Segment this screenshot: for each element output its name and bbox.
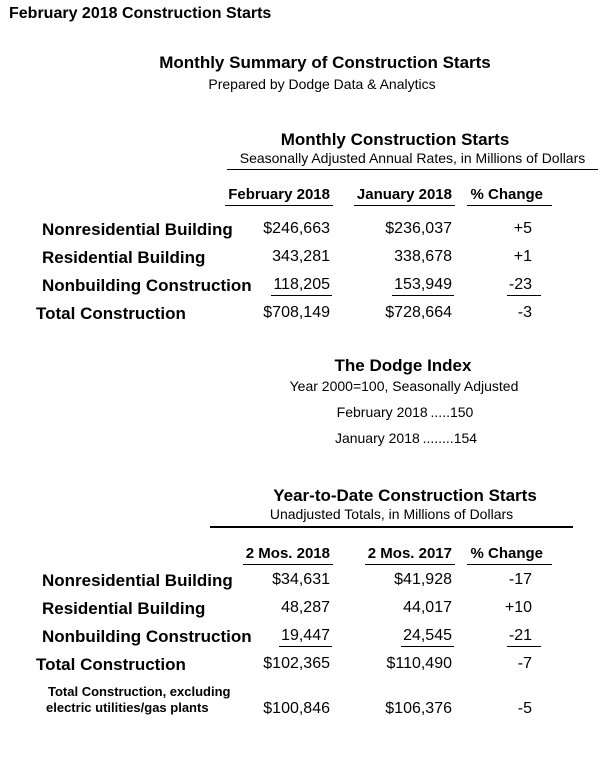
value-change: -3 <box>517 304 532 321</box>
value-change: -23 <box>506 276 541 296</box>
page-title: February 2018 Construction Starts <box>9 5 272 22</box>
dodge-entry-label: February 2018 <box>336 404 428 420</box>
row-label: Nonresidential Building <box>42 571 233 590</box>
value-current: 19,447 <box>279 627 332 647</box>
dodge-entry-value: 154 <box>453 430 478 446</box>
monthly-section-title: Monthly Construction Starts <box>280 130 510 149</box>
value-previous: $236,037 <box>385 220 452 237</box>
row-label: Nonbuilding Construction <box>42 627 252 646</box>
dodge-entry-label: January 2018 <box>334 430 420 446</box>
row-label-line1: Total Construction, excluding <box>48 684 231 699</box>
value-current: $708,149 <box>263 304 330 321</box>
value-current: $34,631 <box>272 571 330 588</box>
dodge-index-entry: February 2018 .....150 <box>337 404 474 420</box>
row-label: Residential Building <box>42 248 206 267</box>
dodge-entry-dots: ..... <box>427 404 450 420</box>
monthly-col-header-change: % Change <box>467 186 552 206</box>
value-previous: 44,017 <box>403 599 452 616</box>
value-change: +1 <box>513 248 532 265</box>
value-current: 343,281 <box>272 248 330 265</box>
ytd-section-title: Year-to-Date Construction Starts <box>273 486 537 505</box>
value-current: $100,846 <box>263 700 330 717</box>
dodge-index-subtitle: Year 2000=100, Seasonally Adjusted <box>289 378 519 394</box>
row-label: Total Construction <box>36 655 186 674</box>
dodge-index-entry: January 2018 ........154 <box>335 430 477 446</box>
ytd-section-subtitle: Unadjusted Totals, in Millions of Dollar… <box>210 506 573 528</box>
monthly-col-header-current: February 2018 <box>225 186 333 206</box>
dodge-entry-value: 150 <box>449 404 474 420</box>
value-previous: $41,928 <box>394 571 452 588</box>
row-label: Nonbuilding Construction <box>42 276 252 295</box>
value-change: -7 <box>517 655 532 672</box>
row-label: Total Construction <box>36 304 186 323</box>
value-change: +5 <box>513 220 532 237</box>
value-previous: $728,664 <box>385 304 452 321</box>
ytd-col-header-current: 2 Mos. 2018 <box>242 545 333 565</box>
value-change: +10 <box>504 599 532 616</box>
monthly-section-subtitle: Seasonally Adjusted Annual Rates, in Mil… <box>227 150 598 170</box>
row-label: Residential Building <box>42 599 206 618</box>
value-previous: 153,949 <box>392 276 454 296</box>
value-previous: 24,545 <box>401 627 454 647</box>
value-previous: $110,490 <box>386 655 452 672</box>
value-current: $246,663 <box>263 220 330 237</box>
monthly-col-header-previous: January 2018 <box>353 186 455 206</box>
value-previous: $106,376 <box>385 700 452 717</box>
value-current: 48,287 <box>281 599 330 616</box>
value-change: -17 <box>508 571 532 588</box>
row-label-line2: electric utilities/gas plants <box>46 700 209 715</box>
summary-subtitle: Prepared by Dodge Data & Analytics <box>208 76 436 92</box>
ytd-col-header-change: % Change <box>467 545 552 565</box>
value-current: 118,205 <box>271 276 332 296</box>
dodge-entry-dots: ........ <box>419 430 454 446</box>
value-change: -5 <box>517 700 532 717</box>
summary-title: Monthly Summary of Construction Starts <box>159 53 491 72</box>
dodge-index-title: The Dodge Index <box>334 356 472 375</box>
value-current: $102,365 <box>263 655 330 672</box>
value-change: -21 <box>506 627 541 647</box>
ytd-col-header-previous: 2 Mos. 2017 <box>364 545 455 565</box>
row-label: Nonresidential Building <box>42 220 233 239</box>
value-previous: 338,678 <box>394 248 452 265</box>
